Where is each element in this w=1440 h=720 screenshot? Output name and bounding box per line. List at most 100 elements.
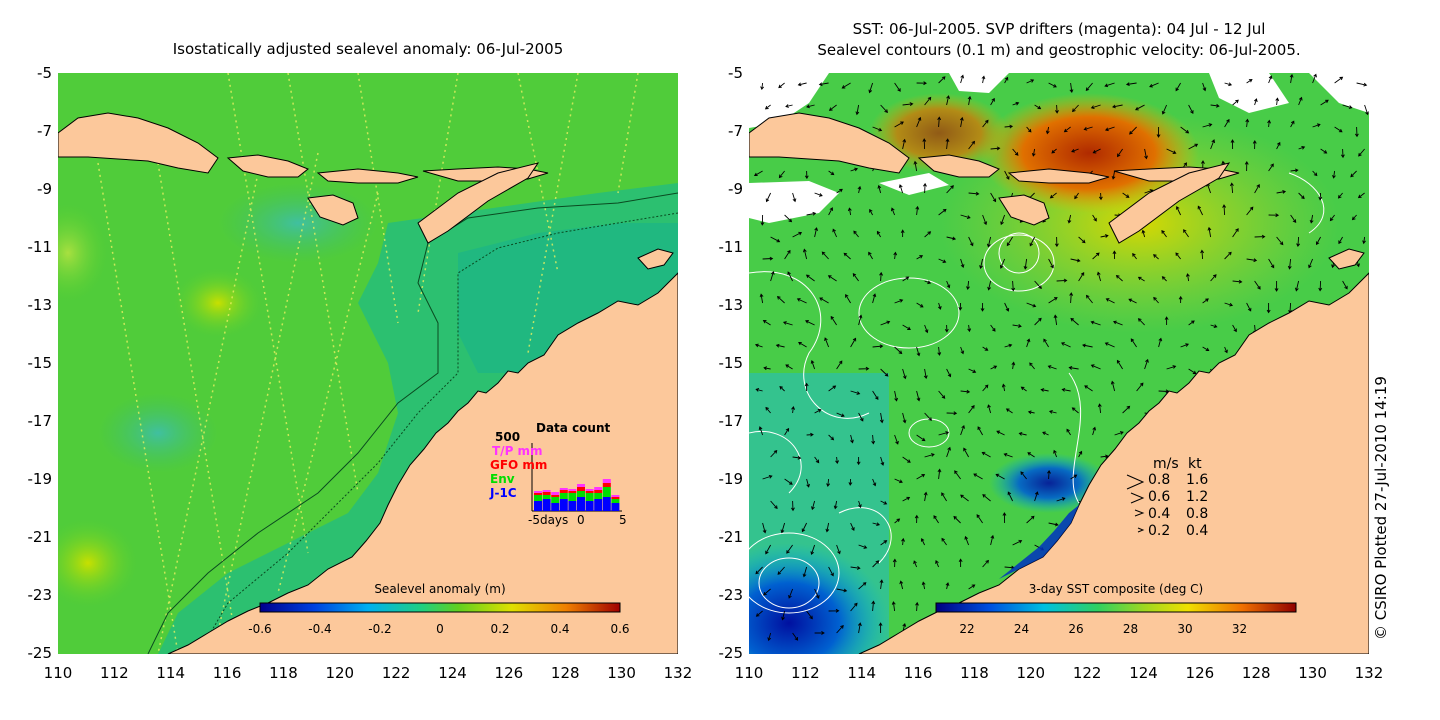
velocity-arrow [1026,126,1032,133]
velocity-arrow [960,74,965,84]
velocity-arrow [1128,298,1137,304]
velocity-arrow [902,138,907,150]
x-axis-tick-label: 112 [100,664,129,682]
velocity-arrow [986,236,992,248]
velocity-arrow [960,424,965,436]
velocity-arrow [1364,104,1369,116]
velocity-arrow [755,610,763,617]
y-axis-tick-label: -23 [718,586,744,604]
velocity-arrow [872,390,879,401]
x-axis-tick-label: 122 [381,664,411,682]
velocity-arrow [858,412,864,422]
velocity-arrow [1312,123,1321,128]
colorbar-tick-label: 24 [1013,622,1030,636]
data-count-bar [585,489,594,491]
coastal-upwelling [999,505,1079,579]
velocity-arrow [937,346,942,356]
velocity-arrow [921,581,926,590]
velocity-arrow [1092,214,1097,222]
velocity-arrow [770,449,778,458]
velocity-arrow [892,558,897,568]
velocity-arrow [819,297,829,304]
velocity-arrow [1144,358,1149,370]
data-count-bar [551,503,560,511]
x-axis-tick-label: 114 [156,664,186,682]
velocity-arrow [968,236,974,247]
velocity-arrow [872,293,877,304]
velocity-arrow [1166,365,1177,370]
velocity-arrow [894,478,903,484]
velocity-arrow [1090,364,1101,370]
colorbar-tick-label: 0.6 [610,622,630,636]
velocity-arrow [1290,214,1297,224]
velocity-arrow [902,276,910,282]
velocity-arrow [806,104,815,109]
colorbar-tick-label: 0 [436,622,444,636]
velocity-arrow [1072,104,1079,113]
velocity-arrow [1007,491,1014,502]
velocity-arrow [1000,214,1006,226]
velocity-arrow [1202,123,1213,128]
velocity-arrow [982,346,989,351]
velocity-arrow [902,412,907,424]
velocity-arrow [1125,82,1137,87]
velocity-arrow [968,584,976,590]
velocity-arrow [792,231,803,238]
velocity-arrow [1053,449,1058,458]
velocity-arrow [1202,82,1207,92]
velocity-arrow [946,185,954,194]
velocity-arrow [1224,118,1230,128]
altimeter-tracks [97,73,639,654]
velocity-arrow [960,258,965,269]
velocity-arrow [916,255,924,260]
velocity-arrow [1210,274,1217,282]
velocity-arrow [877,184,882,194]
velocity-arrow [1034,317,1042,326]
velocity-arrow [858,544,868,549]
velocity-arrow [778,170,785,179]
cloud-mask [749,73,1369,223]
velocity-arrow [1112,320,1123,326]
velocity-arrow [879,412,884,424]
velocity-arrow [1027,410,1035,415]
velocity-arrow [785,364,793,370]
y-axis-tick-label: -21 [27,528,53,546]
velocity-arrow [850,522,855,531]
velocity-legend-kt: 1.2 [1186,489,1209,505]
velocity-arrow [990,97,995,106]
velocity-arrow [770,270,775,282]
velocity-arrow [938,431,950,436]
velocity-arrow [1329,214,1335,222]
velocity-arrow [944,324,949,333]
land-australia [167,272,678,654]
velocity-arrow [779,386,785,392]
velocity-arrow [1114,431,1124,436]
velocity-arrow [1268,213,1280,218]
velocity-arrow [1078,236,1086,244]
velocity-arrow [767,632,772,642]
velocity-arrow [1104,82,1115,88]
velocity-arrow [763,366,771,371]
velocity-arrow [880,500,888,505]
velocity-arrow [1144,148,1148,160]
velocity-arrow [785,104,793,108]
velocity-arrow [916,346,921,357]
colorbar-tick-label: 0.2 [490,622,510,636]
anomaly-blob [58,203,108,303]
velocity-arrow [1342,104,1353,109]
velocity-arrow [850,337,857,348]
y-axis-tick-label: -15 [718,354,744,372]
velocity-arrow [1085,82,1093,92]
velocity-arrow [1023,258,1028,270]
velocity-arrow [968,140,976,150]
velocity-arrow [1254,234,1266,239]
velocity-arrow [760,214,765,226]
velocity-arrow [1098,192,1103,201]
velocity-arrow [958,558,963,567]
velocity-arrow [1298,192,1305,200]
velocity-arrow [797,82,807,87]
colorbar-right-label: 3-day SST composite (deg C) [1028,582,1204,596]
velocity-arrow [825,522,830,533]
velocity-arrow [1078,450,1083,458]
velocity-arrow [960,389,971,394]
